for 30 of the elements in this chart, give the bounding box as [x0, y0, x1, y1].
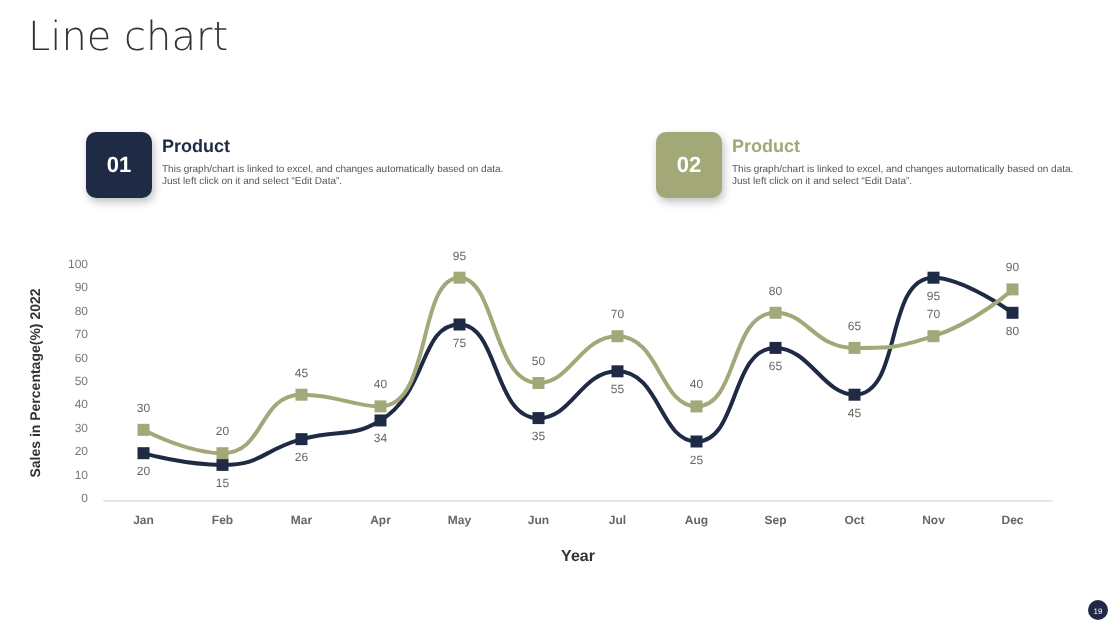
point — [137, 423, 150, 436]
point — [769, 341, 782, 354]
point — [1006, 306, 1019, 319]
point — [295, 388, 308, 401]
point — [453, 271, 466, 284]
point — [216, 447, 229, 460]
point — [532, 377, 545, 389]
point — [1006, 283, 1019, 296]
point — [532, 412, 545, 425]
point — [137, 447, 150, 460]
point — [374, 400, 387, 413]
point — [216, 458, 229, 471]
chart-title: Line chart — [28, 12, 229, 60]
point — [848, 388, 861, 401]
point — [295, 433, 308, 446]
point — [374, 414, 387, 427]
text: Product — [732, 136, 801, 156]
point — [611, 365, 624, 378]
text: 01 — [86, 132, 152, 198]
text: 02 — [656, 132, 722, 198]
point — [690, 435, 703, 448]
point — [769, 306, 782, 319]
text: Product — [162, 136, 231, 156]
point — [611, 330, 624, 343]
point — [453, 318, 466, 331]
point — [927, 271, 940, 284]
point — [927, 330, 940, 343]
point — [848, 341, 861, 354]
point — [690, 400, 703, 413]
x-axis-title: Year — [561, 547, 595, 565]
